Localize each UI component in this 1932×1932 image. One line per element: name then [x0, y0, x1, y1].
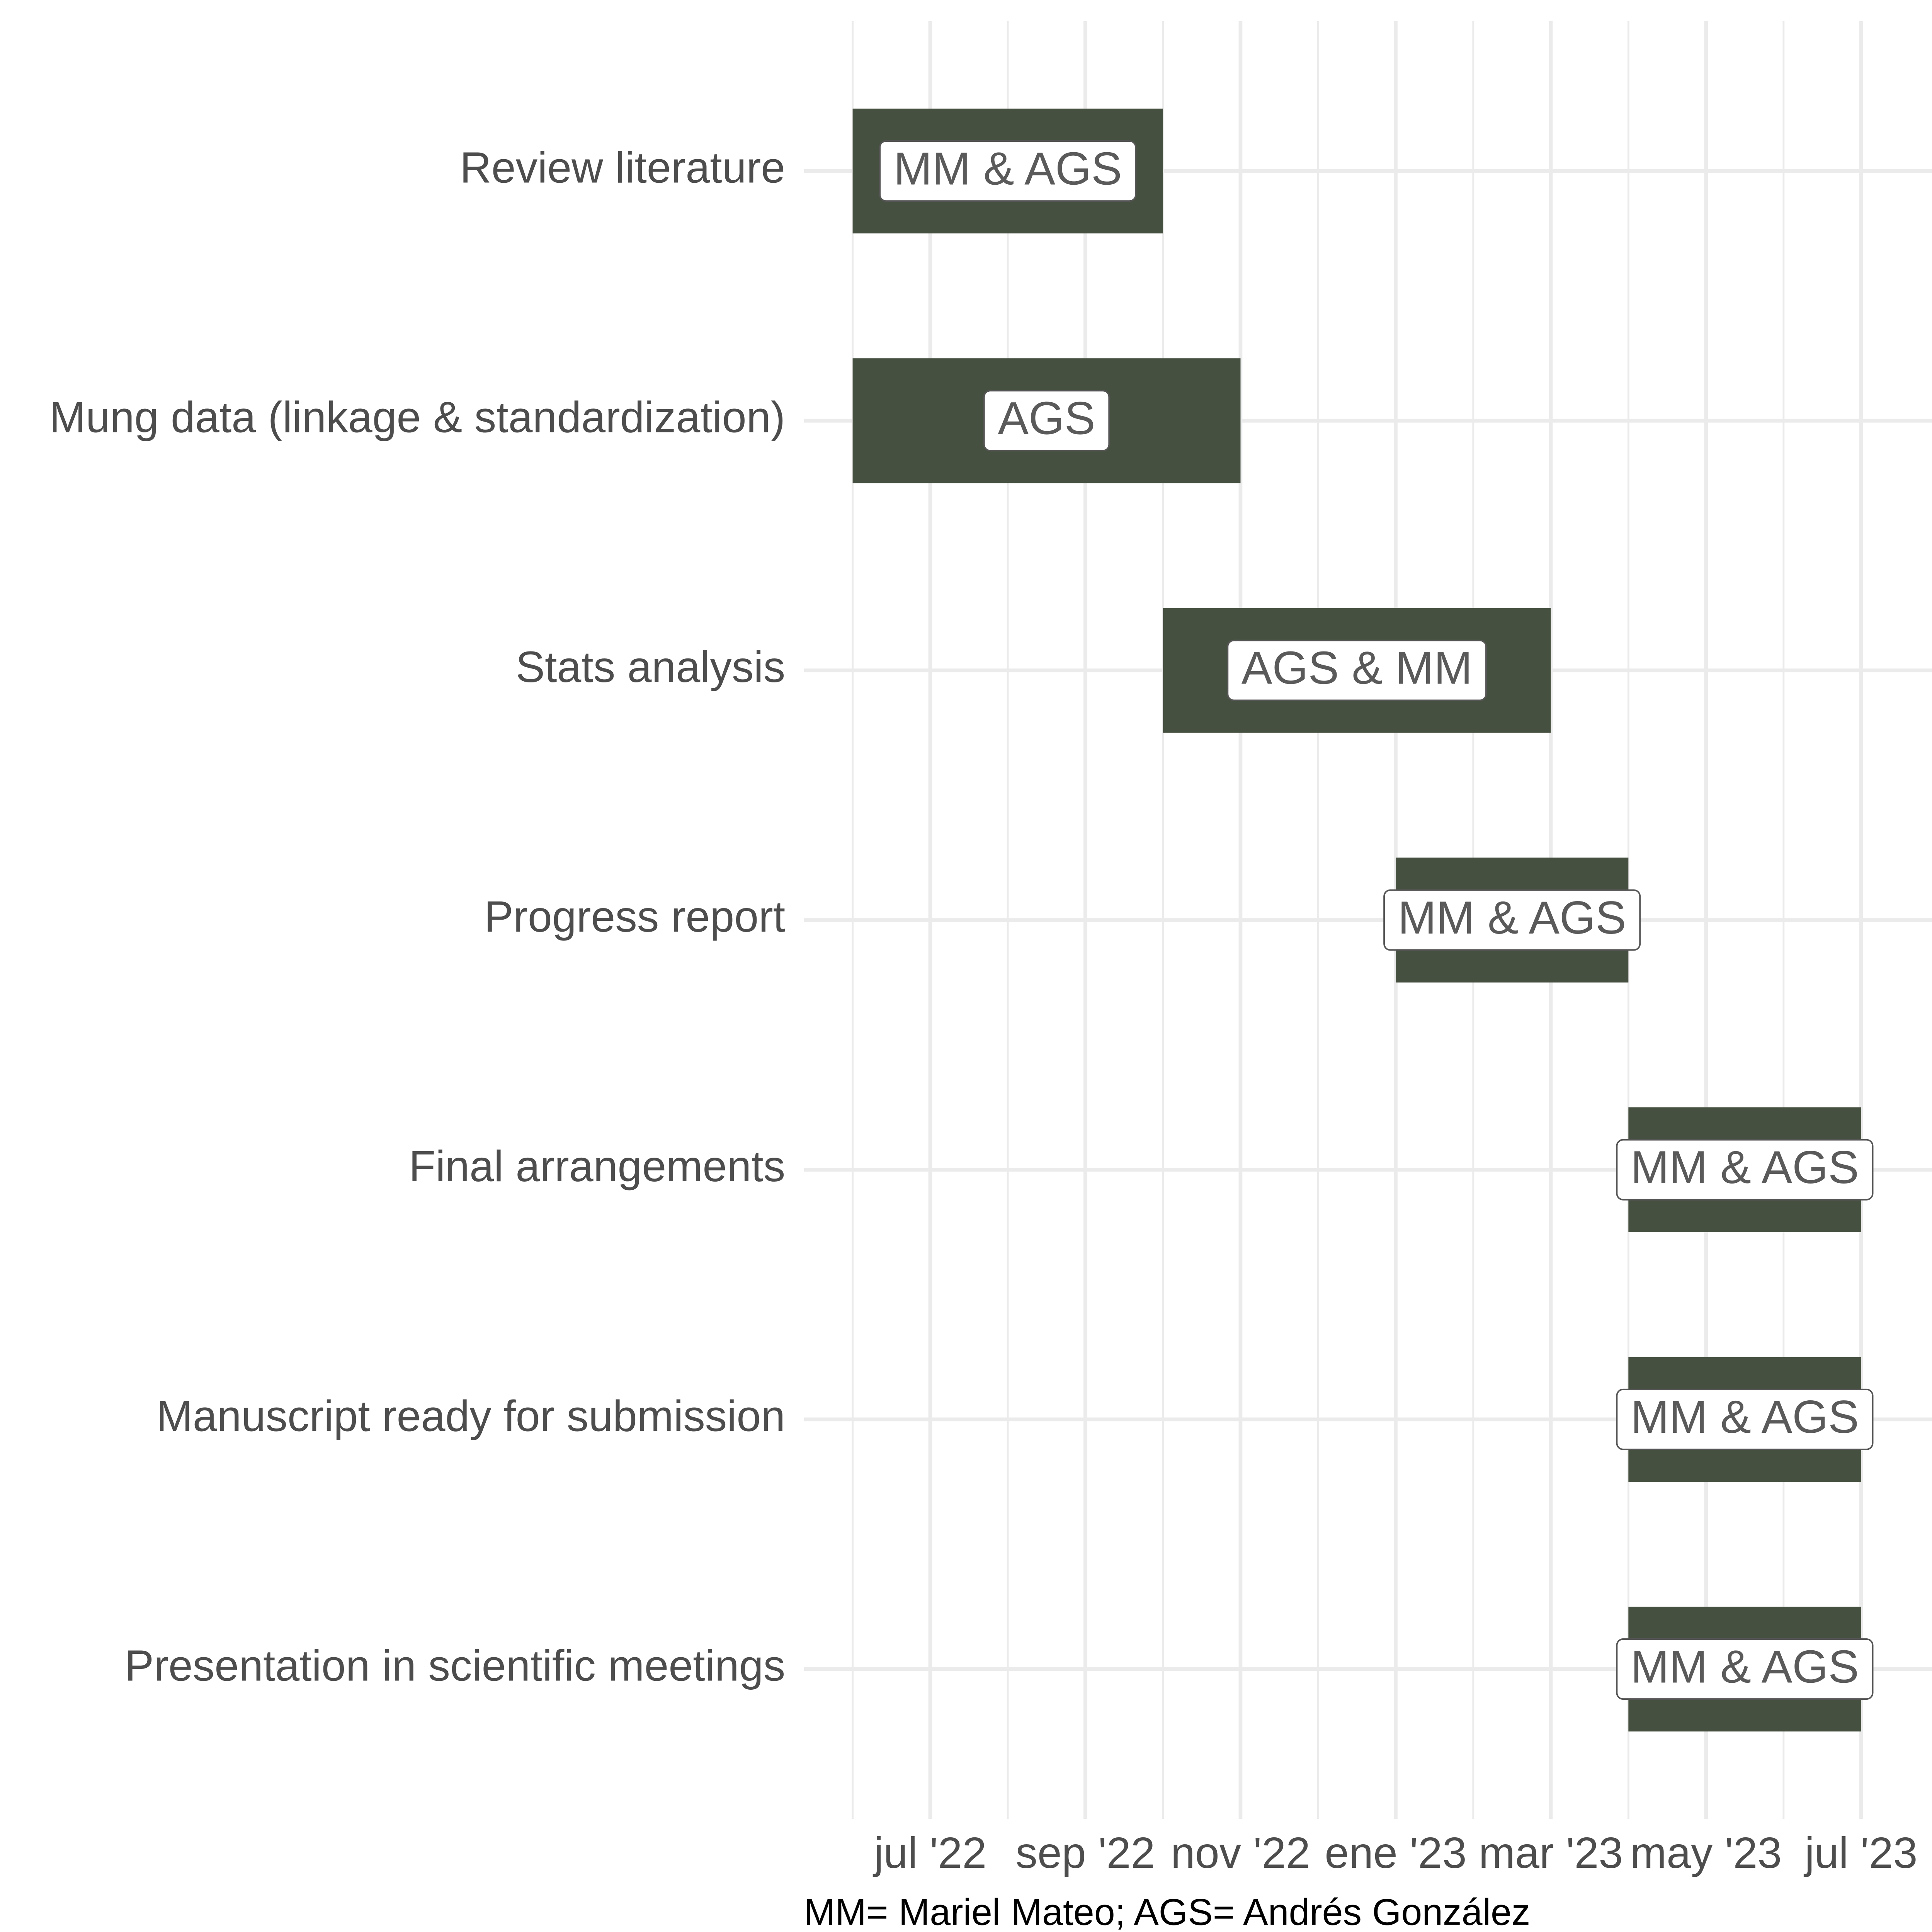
y-tick-label: Manuscript ready for submission	[156, 1391, 785, 1440]
x-tick-label: sep '22	[1015, 1828, 1155, 1877]
label-box	[1227, 639, 1487, 701]
x-tick-label: nov '22	[1171, 1828, 1310, 1877]
grid	[804, 21, 1932, 1819]
y-tick-label: Stats analysis	[516, 643, 786, 691]
bar-label-text: MM & AGS	[1398, 892, 1626, 944]
y-tick-label: Final arrangements	[409, 1142, 785, 1190]
x-tick-label: jul '22	[872, 1828, 986, 1877]
label-box	[1616, 1139, 1874, 1201]
bar-label-text: MM & AGS	[894, 143, 1122, 194]
bar-label-text: AGS & MM	[1242, 643, 1473, 694]
label-box	[1383, 889, 1641, 951]
bar-label: MM & AGS	[1616, 1139, 1874, 1201]
caption: MM= Mariel Mateo; AGS= Andrés González	[804, 1891, 1531, 1932]
label-box	[879, 140, 1137, 202]
y-tick-label: Review literature	[460, 143, 785, 192]
bar-label: MM & AGS	[1616, 1638, 1874, 1700]
bar-label-text: MM & AGS	[1631, 1391, 1859, 1443]
label-box	[1616, 1638, 1874, 1700]
y-tick-label: Presentation in scientific meetings	[125, 1641, 785, 1690]
y-tick-label: Progress report	[484, 892, 785, 941]
y-tick-label: Mung data (linkage & standardization)	[49, 393, 785, 442]
x-tick-label: may '23	[1630, 1828, 1782, 1877]
bar-label: MM & AGS	[879, 140, 1137, 202]
bar-label-text: AGS	[998, 393, 1095, 444]
x-tick-label: mar '23	[1479, 1828, 1623, 1877]
bar-label: AGS & MM	[1227, 639, 1487, 701]
label-box	[1616, 1388, 1874, 1450]
bar-label-text: MM & AGS	[1631, 1142, 1859, 1193]
bar-label-text: MM & AGS	[1631, 1641, 1859, 1692]
bar-label: AGS	[983, 390, 1110, 452]
label-box	[983, 390, 1110, 452]
bar-label: MM & AGS	[1616, 1388, 1874, 1450]
x-tick-label: ene '23	[1325, 1828, 1466, 1877]
x-tick-label: jul '23	[1804, 1828, 1918, 1877]
bar-label: MM & AGS	[1383, 889, 1641, 951]
